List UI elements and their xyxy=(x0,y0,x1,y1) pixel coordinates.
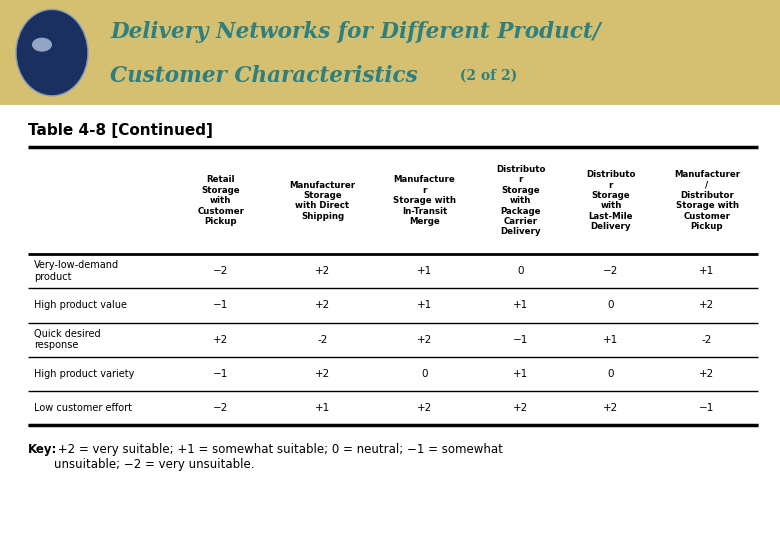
Text: Distributo
r
Storage
with
Package
Carrier
Delivery: Distributo r Storage with Package Carrie… xyxy=(496,165,545,237)
Text: +1: +1 xyxy=(513,300,528,310)
Text: Retail
Storage
with
Customer
Pickup: Retail Storage with Customer Pickup xyxy=(197,176,244,226)
Text: +2: +2 xyxy=(603,403,619,413)
Text: +1: +1 xyxy=(417,300,432,310)
Ellipse shape xyxy=(32,38,52,52)
Text: Manufacturer
Storage
with Direct
Shipping: Manufacturer Storage with Direct Shippin… xyxy=(289,181,356,221)
Ellipse shape xyxy=(16,10,88,96)
Text: +2: +2 xyxy=(315,300,330,310)
Text: Low customer effort: Low customer effort xyxy=(34,403,132,413)
Text: -2: -2 xyxy=(702,335,712,345)
Text: High product variety: High product variety xyxy=(34,369,134,379)
Text: Very-low-demand
product: Very-low-demand product xyxy=(34,260,119,282)
Text: (2 of 2): (2 of 2) xyxy=(455,69,517,83)
Text: -2: -2 xyxy=(317,335,328,345)
Text: +1: +1 xyxy=(315,403,330,413)
Text: High product value: High product value xyxy=(34,300,127,310)
Text: +1: +1 xyxy=(603,335,619,345)
Text: −2: −2 xyxy=(213,266,229,276)
Text: +2: +2 xyxy=(315,369,330,379)
Text: +1: +1 xyxy=(417,266,432,276)
Text: −1: −1 xyxy=(700,403,714,413)
Bar xyxy=(0,0,780,105)
Text: Table 4-8 [Continued]: Table 4-8 [Continued] xyxy=(28,123,213,138)
Text: +1: +1 xyxy=(513,369,528,379)
Text: 0: 0 xyxy=(608,369,614,379)
Text: +1: +1 xyxy=(700,266,714,276)
Text: Manufacturer
/
Distributor
Storage with
Customer
Pickup: Manufacturer / Distributor Storage with … xyxy=(674,170,740,231)
Text: +2: +2 xyxy=(513,403,528,413)
Text: −1: −1 xyxy=(213,369,229,379)
Text: +2: +2 xyxy=(315,266,330,276)
Text: −1: −1 xyxy=(513,335,528,345)
Text: +2 = very suitable; +1 = somewhat suitable; 0 = neutral; −1 = somewhat
unsuitabl: +2 = very suitable; +1 = somewhat suitab… xyxy=(54,443,503,471)
Text: 0: 0 xyxy=(608,300,614,310)
Text: +2: +2 xyxy=(700,369,714,379)
Text: −2: −2 xyxy=(213,403,229,413)
Text: +2: +2 xyxy=(417,403,432,413)
Text: −2: −2 xyxy=(603,266,619,276)
Text: 0: 0 xyxy=(421,369,427,379)
Text: Distributo
r
Storage
with
Last-Mile
Delivery: Distributo r Storage with Last-Mile Deli… xyxy=(587,170,636,231)
Text: Quick desired
response: Quick desired response xyxy=(34,329,101,350)
Text: Delivery Networks for Different Product/: Delivery Networks for Different Product/ xyxy=(110,21,601,43)
Text: Manufacture
r
Storage with
In-Transit
Merge: Manufacture r Storage with In-Transit Me… xyxy=(393,176,456,226)
Text: Customer Characteristics: Customer Characteristics xyxy=(110,65,418,87)
Text: +2: +2 xyxy=(700,300,714,310)
Text: Key:: Key: xyxy=(28,443,58,456)
Text: 0: 0 xyxy=(517,266,524,276)
Text: −1: −1 xyxy=(213,300,229,310)
Text: +2: +2 xyxy=(213,335,229,345)
Text: +2: +2 xyxy=(417,335,432,345)
